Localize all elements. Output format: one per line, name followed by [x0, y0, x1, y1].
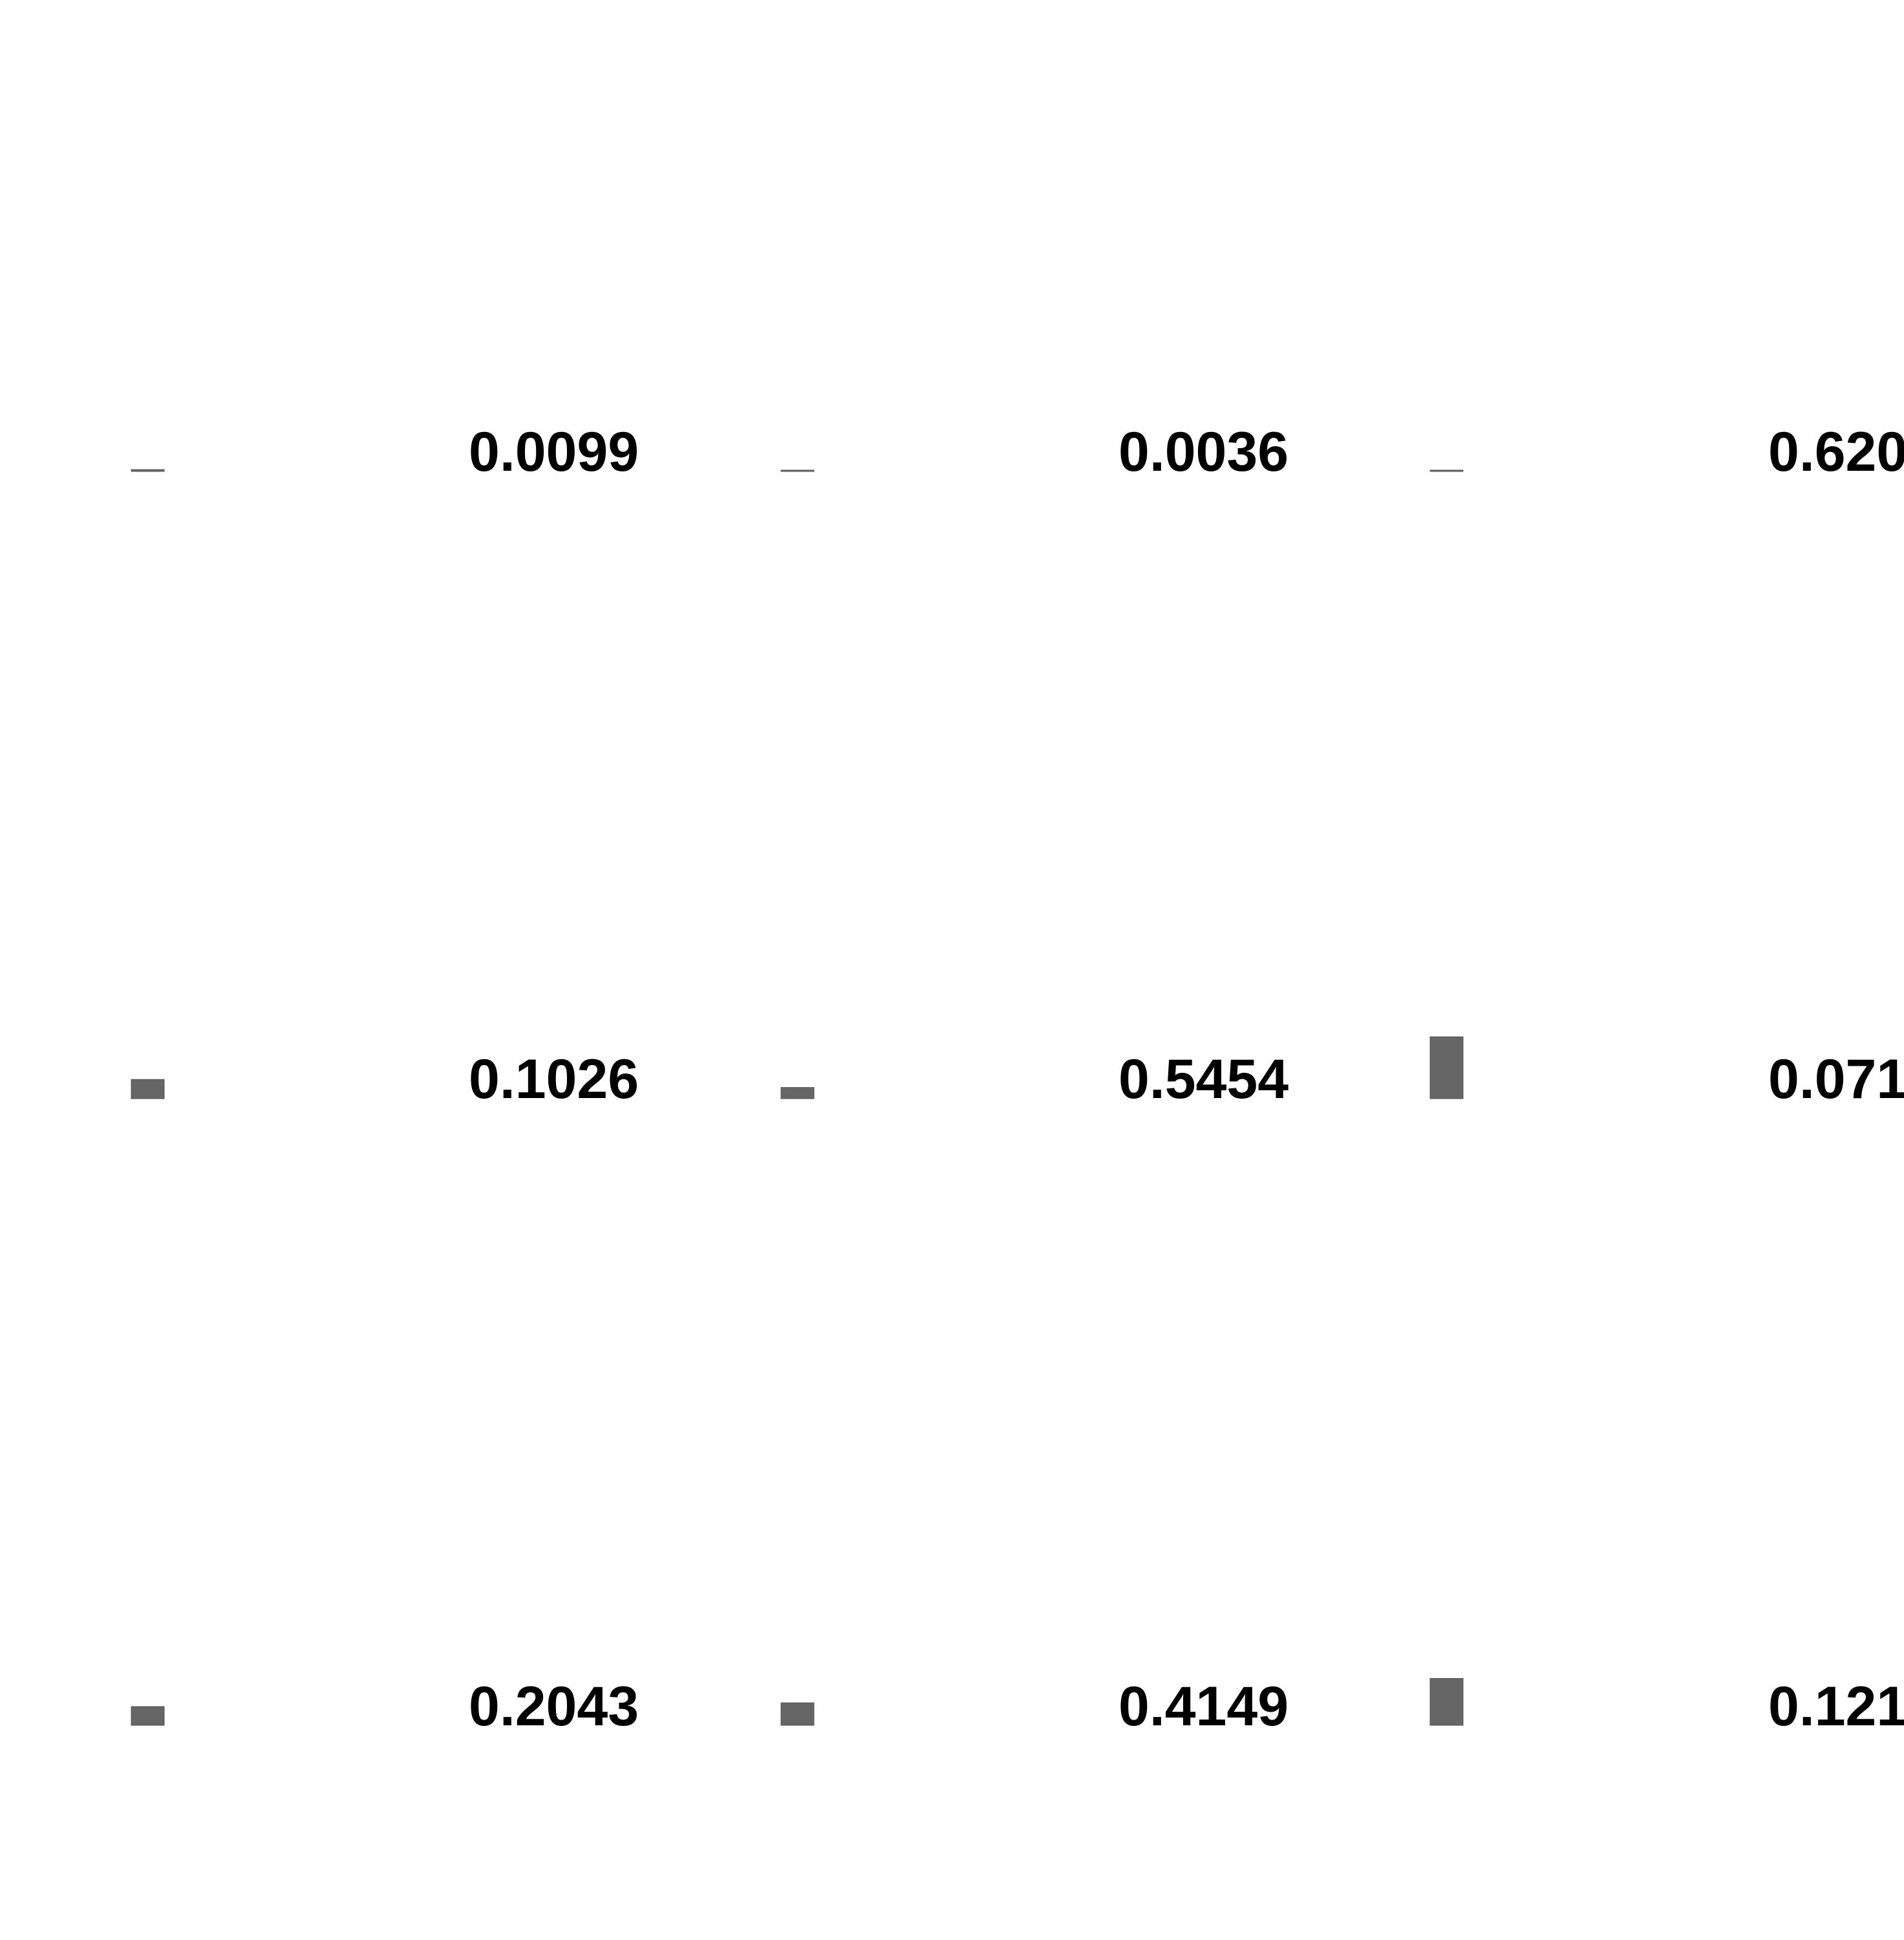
bar-r0-c1 [780, 469, 815, 472]
value-label-r1-c2: 0.071 [1768, 1048, 1904, 1110]
value-label-r1-c1: 0.5454 [1118, 1048, 1289, 1110]
value-label-r2-c1: 0.4149 [1118, 1676, 1289, 1738]
value-label-r0-c0: 0.0099 [469, 421, 639, 483]
bar-r2-c2 [1429, 1678, 1464, 1726]
value-label-r2-c0: 0.2043 [469, 1676, 639, 1738]
bar-r0-c2 [1429, 469, 1464, 472]
bar-r1-c0 [131, 1079, 165, 1099]
bars-layer [131, 469, 1464, 1726]
labels-layer: 0.0099 0.0036 0.620 0.1026 0.5454 0.071 0.2043… [469, 421, 1904, 1738]
value-label-r1-c0: 0.1026 [469, 1048, 639, 1110]
value-label-r2-c2: 0.121 [1768, 1676, 1904, 1738]
value-label-r0-c2: 0.620 [1768, 421, 1904, 483]
bar-r1-c2 [1429, 1036, 1464, 1099]
bar-r0-c0 [131, 469, 165, 472]
bar-r2-c1 [780, 1702, 815, 1726]
bar-r2-c0 [131, 1706, 165, 1726]
value-label-r0-c1: 0.0036 [1118, 421, 1289, 483]
bar-r1-c1 [780, 1087, 815, 1099]
